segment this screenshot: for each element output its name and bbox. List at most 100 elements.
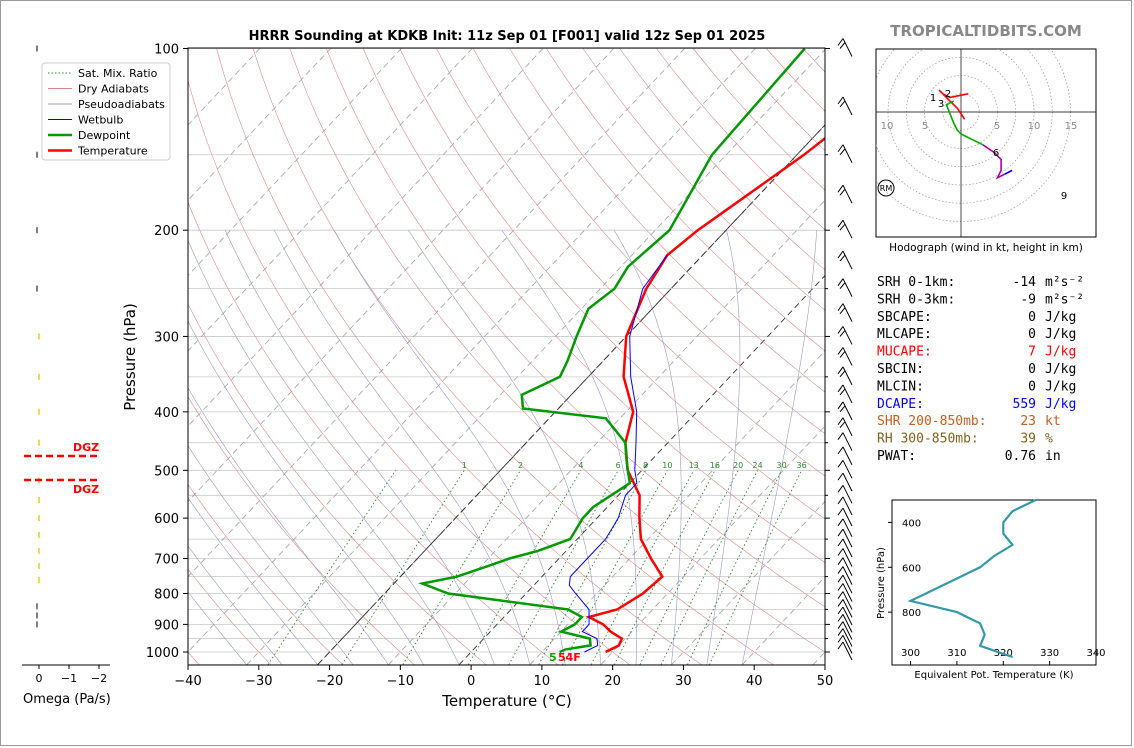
dry-adiabat bbox=[362, 48, 825, 563]
mixing-ratio-label: 36 bbox=[797, 461, 807, 470]
wetbulb-line bbox=[568, 254, 668, 653]
wind-barb bbox=[837, 606, 853, 626]
isotherm bbox=[188, 48, 402, 277]
dry-adiabat bbox=[188, 484, 343, 665]
moist-adiabat bbox=[333, 230, 566, 665]
x-tick-label: −20 bbox=[316, 674, 343, 689]
theta-e-y-label: 800 bbox=[902, 608, 921, 619]
mixing-ratio-line bbox=[402, 470, 521, 665]
moist-adiabat bbox=[188, 387, 389, 665]
x-tick-label: 50 bbox=[817, 674, 834, 689]
x-axis-label: Temperature (°C) bbox=[441, 692, 571, 710]
y-tick-label: 400 bbox=[154, 406, 179, 421]
x-tick-label: 10 bbox=[534, 674, 551, 689]
y-axis: 100 200 300 400 500 600 700 800 900 1000 bbox=[146, 43, 830, 661]
isotherm bbox=[529, 350, 825, 665]
wind-barb bbox=[837, 446, 853, 466]
reference-isotherm bbox=[317, 124, 825, 665]
x-tick-label: 0 bbox=[467, 674, 475, 689]
dry-adiabat bbox=[289, 48, 825, 653]
wind-barb bbox=[837, 219, 853, 239]
dry-adiabat bbox=[188, 396, 415, 665]
mixing-ratio-line bbox=[341, 470, 465, 665]
legend-label: Dry Adiabats bbox=[78, 83, 149, 96]
wind-barb bbox=[837, 591, 853, 610]
hodograph-height-label: 3 bbox=[938, 99, 944, 110]
moist-adiabat bbox=[188, 591, 248, 665]
x-tick-label: −40 bbox=[174, 674, 201, 689]
index-value: 0 bbox=[1028, 327, 1036, 342]
storm-motion-marker bbox=[877, 179, 895, 197]
wind-barb bbox=[837, 496, 853, 516]
isotherm bbox=[188, 48, 685, 578]
wind-barb bbox=[837, 278, 853, 297]
x-axis: −40 −30 −20 −10 0 10 20 30 40 50 bbox=[174, 665, 833, 689]
isotherm bbox=[0, 49, 48, 665]
wind-barb bbox=[837, 621, 853, 640]
isotherm bbox=[188, 48, 331, 201]
index-value: 0 bbox=[1028, 379, 1036, 394]
moist-adiabat bbox=[188, 497, 318, 665]
watermark: TROPICALTIDBITS.COM bbox=[890, 22, 1082, 40]
dgz-label-top: DGZ bbox=[73, 441, 99, 454]
sounding-indices: SRH 0-1km: -14 m²s⁻² SRH 0-3km: -9 m²s⁻² SBCAP… bbox=[877, 275, 1084, 464]
wind-barb bbox=[837, 574, 853, 594]
wind-barb bbox=[837, 472, 853, 492]
y-tick-label: 900 bbox=[154, 618, 179, 633]
moist-adiabat bbox=[188, 320, 424, 665]
y-tick-label: 200 bbox=[154, 224, 179, 239]
wind-barb bbox=[837, 635, 853, 654]
wind-barb bbox=[837, 303, 853, 322]
hodograph-height-label: 9 bbox=[1061, 191, 1067, 202]
index-label: SRH 0-1km: bbox=[877, 275, 955, 290]
y-tick-label: 1000 bbox=[146, 646, 179, 661]
hodograph-height-label: 2 bbox=[945, 89, 951, 100]
theta-e-x-label: 310 bbox=[947, 648, 966, 659]
wind-barb bbox=[837, 538, 853, 558]
theta-e-ylabel: Pressure (hPa) bbox=[876, 547, 887, 619]
wind-barb bbox=[837, 326, 853, 345]
wind-barb bbox=[837, 184, 853, 204]
hodograph-trace bbox=[938, 89, 969, 120]
wind-barb bbox=[837, 566, 853, 585]
isotherm bbox=[188, 48, 473, 352]
isotherm bbox=[600, 425, 825, 665]
skewt-plot: 1 2 4 6 8 10 13 16 20 24 30 36 −40 −30 −20 −10 0 10 20 30 4… bbox=[0, 43, 833, 711]
moist-adiabat bbox=[706, 230, 741, 665]
mixing-ratio-label: 6 bbox=[616, 461, 621, 470]
omega-axis-label: Omega (Pa/s) bbox=[23, 692, 111, 707]
index-unit: J/kg bbox=[1045, 379, 1076, 394]
storm-motion-label: RM bbox=[880, 184, 893, 193]
wind-barbs bbox=[837, 38, 853, 661]
y-tick-label: 100 bbox=[154, 43, 179, 58]
y-tick-label: 700 bbox=[154, 553, 179, 568]
y-tick-label: 600 bbox=[154, 512, 179, 527]
index-value: 23 bbox=[1020, 414, 1036, 429]
dry-adiabat bbox=[326, 48, 825, 608]
surface-temperature-label: 54F bbox=[558, 651, 581, 664]
hodograph-trace bbox=[982, 144, 1006, 180]
mixing-ratio-labels: 1 2 4 6 8 10 13 16 20 24 30 36 bbox=[462, 461, 807, 470]
dry-adiabat bbox=[509, 48, 825, 393]
mixing-ratio-line bbox=[660, 470, 758, 665]
omega-tick-1: −1 bbox=[61, 672, 77, 685]
wind-barb bbox=[837, 528, 853, 548]
index-unit: kt bbox=[1045, 414, 1061, 429]
wind-barb bbox=[837, 548, 853, 567]
index-label: SRH 0-3km: bbox=[877, 292, 955, 307]
moist-adiabat bbox=[274, 230, 531, 665]
wind-barb bbox=[837, 432, 853, 451]
moist-adiabat bbox=[188, 545, 283, 665]
index-value: 7 bbox=[1028, 345, 1036, 360]
wind-barb bbox=[837, 628, 853, 647]
legend-label: Temperature bbox=[77, 145, 148, 158]
index-unit: in bbox=[1045, 449, 1061, 464]
x-tick-label: 30 bbox=[675, 674, 692, 689]
wind-barb bbox=[837, 401, 853, 421]
dry-adiabat bbox=[546, 48, 825, 352]
theta-e-y-label: 400 bbox=[902, 518, 921, 529]
moist-adiabat bbox=[501, 230, 637, 665]
isotherm bbox=[671, 500, 825, 665]
moist-adiabat bbox=[188, 239, 460, 665]
hodograph-ring-label: 10 bbox=[881, 121, 894, 132]
